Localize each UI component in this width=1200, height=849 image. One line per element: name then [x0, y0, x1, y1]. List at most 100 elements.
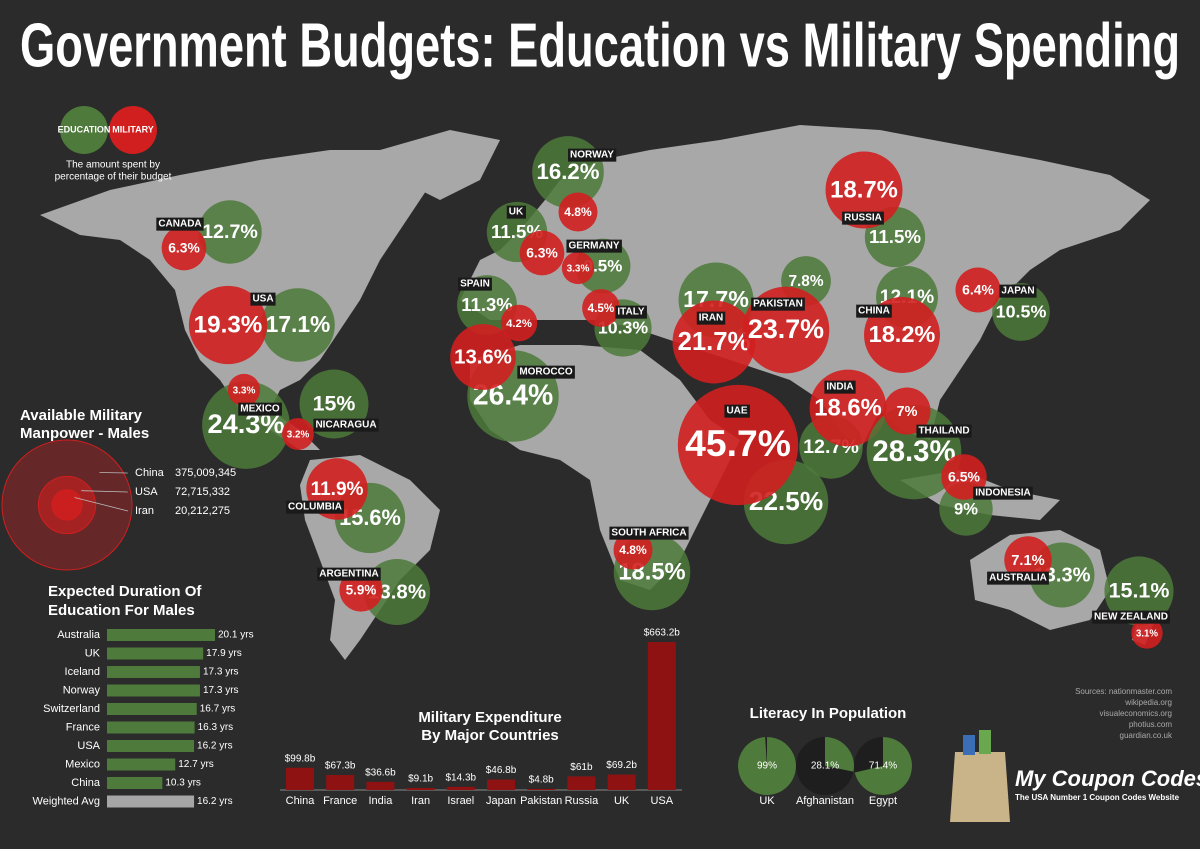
- legend-swatch: [60, 106, 108, 154]
- education-label: 16.2%: [537, 159, 600, 184]
- military-label: 4.5%: [588, 302, 615, 315]
- military-bubble: [558, 192, 598, 232]
- logo-name: My Coupon Codes: [1015, 766, 1200, 791]
- bar-category: China: [71, 777, 101, 789]
- manpower-value: 20,212,275: [175, 505, 230, 517]
- leader-line: [99, 472, 129, 474]
- military-bubble: [282, 418, 314, 450]
- source: wikipedia.org: [1124, 698, 1172, 707]
- expenditure-bar: [366, 781, 395, 790]
- country-name: INDONESIA: [975, 488, 1031, 499]
- bar-category: India: [368, 795, 393, 807]
- duration-bar: [107, 777, 163, 789]
- military-label: 23.7%: [748, 314, 824, 344]
- country-name-bg: [250, 292, 276, 306]
- military-bubble: [672, 300, 756, 384]
- education-label: 17.1%: [266, 311, 331, 337]
- military-label: 18.2%: [869, 321, 936, 347]
- duration-bar: [107, 666, 200, 678]
- country-name: NORWAY: [570, 150, 614, 161]
- country-name-bg: [973, 486, 1033, 500]
- duration-bar: [107, 629, 215, 641]
- country-name: NICARAGUA: [315, 420, 376, 431]
- bar-category: Weighted Avg: [33, 795, 100, 807]
- education-label: 12.7%: [202, 221, 258, 243]
- country-name-bg: [286, 500, 344, 514]
- military-label: 45.7%: [685, 422, 791, 464]
- military-label: 3.3%: [233, 386, 256, 397]
- military-label: 6.5%: [948, 469, 981, 485]
- military-bubble: [825, 151, 903, 229]
- education-bubble: [198, 200, 262, 264]
- country-name-bg: [458, 277, 492, 291]
- country-name-bg: [696, 311, 726, 325]
- military-bubble: [677, 384, 799, 506]
- country-name: JAPAN: [1001, 286, 1034, 297]
- bar-value: $14.3b: [446, 772, 477, 783]
- section-title: Literacy In Population: [750, 705, 907, 722]
- pie-slice: [738, 737, 797, 795]
- bar-value: 10.3 yrs: [165, 778, 201, 789]
- expenditure-bar: [487, 779, 515, 790]
- education-label: 13.8%: [368, 580, 426, 603]
- country-name: ITALY: [617, 307, 645, 318]
- manpower-country: USA: [135, 486, 158, 498]
- duration-bar: [107, 647, 204, 660]
- bar-category: Iran: [411, 795, 430, 807]
- country-name-bg: [856, 304, 892, 318]
- bar-value: $69.2b: [606, 760, 637, 771]
- logo-tagline: The USA Number 1 Coupon Codes Website: [1015, 793, 1180, 802]
- pie-slice: [825, 737, 854, 772]
- country-name: GERMANY: [568, 241, 619, 252]
- bar-value: 16.2 yrs: [197, 796, 233, 807]
- country-name: USA: [252, 294, 273, 305]
- page-title: Government Budgets: Education vs Militar…: [20, 11, 1180, 80]
- military-label: 13.6%: [454, 346, 512, 368]
- bar-category: USA: [77, 740, 100, 752]
- pie-label: 99%: [757, 761, 777, 772]
- military-bubble: [500, 304, 538, 342]
- bar-category: USA: [650, 795, 673, 807]
- source: guardian.co.uk: [1120, 731, 1173, 740]
- expenditure-bar: [567, 776, 596, 790]
- military-label: 4.2%: [506, 318, 532, 330]
- bar-category: Switzerland: [43, 703, 100, 715]
- military-bubble: [883, 387, 931, 435]
- education-label: 11.5%: [869, 226, 921, 247]
- source: Sources: nationmaster.com: [1075, 687, 1172, 696]
- country-name: RUSSIA: [844, 213, 882, 224]
- country-name: COLUMBIA: [288, 502, 342, 513]
- bar-value: $46.8b: [486, 765, 517, 776]
- military-label: 19.3%: [194, 311, 263, 338]
- section-title: Education For Males: [48, 602, 195, 619]
- expenditure-bar: [647, 642, 676, 790]
- military-label: 7%: [896, 404, 917, 420]
- bar-category: France: [323, 795, 357, 807]
- education-bubble: [261, 288, 335, 362]
- bar-value: 20.1 yrs: [218, 630, 254, 641]
- education-label: 9%: [954, 499, 978, 518]
- pie-label: 28.1%: [811, 761, 839, 772]
- military-label: 6.3%: [526, 245, 558, 261]
- military-bubble: [582, 289, 620, 327]
- bar-value: $61b: [570, 762, 593, 773]
- country-name: PAKISTAN: [753, 299, 803, 310]
- bar-category: Mexico: [65, 758, 100, 770]
- country-name: CANADA: [158, 219, 201, 230]
- military-bubble: [161, 225, 207, 271]
- country-name: ARGENTINA: [319, 569, 378, 580]
- country-name: IRAN: [699, 313, 723, 324]
- education-label: 11.3%: [461, 294, 513, 315]
- military-label: 6.4%: [962, 282, 994, 298]
- bar-category: Japan: [486, 795, 516, 807]
- country-name: UK: [509, 207, 524, 218]
- duration-bar: [107, 758, 176, 771]
- bar-value: $36.6b: [365, 767, 396, 778]
- legend-label: EDUCATION: [58, 124, 111, 134]
- expenditure-bar: [326, 774, 355, 790]
- bar-category: Russia: [565, 795, 600, 807]
- military-bubble: [227, 373, 261, 407]
- military-label: 4.8%: [564, 205, 592, 219]
- bar-value: $99.8b: [285, 753, 316, 764]
- country-name-bg: [317, 567, 381, 581]
